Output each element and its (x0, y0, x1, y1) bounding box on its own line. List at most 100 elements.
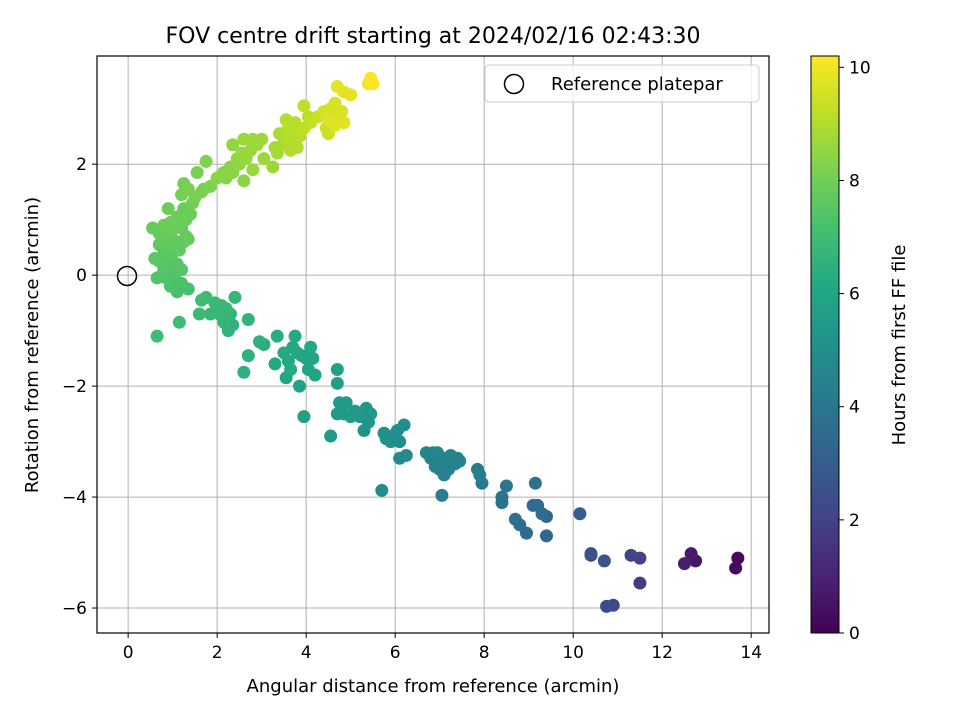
data-point (297, 410, 311, 424)
data-point (181, 232, 195, 246)
data-point (266, 160, 280, 174)
data-point (335, 104, 349, 118)
legend: Reference platepar (484, 64, 760, 103)
legend-label-reference-platepar: Reference platepar (551, 74, 723, 95)
data-point (677, 557, 691, 571)
x-tick-label: 14 (740, 643, 762, 663)
y-axis-ticks: −6 −4 −2 0 2 (62, 155, 97, 619)
data-point (292, 379, 306, 393)
data-point (393, 451, 407, 465)
data-point (157, 218, 171, 232)
data-point (453, 454, 467, 468)
colorbar-tick-label: 6 (849, 285, 860, 305)
y-tick-label: −4 (62, 488, 87, 508)
data-points (146, 71, 745, 613)
x-axis-ticks: 0 2 4 6 8 10 12 14 (123, 633, 762, 663)
data-point (241, 349, 255, 363)
data-point (257, 152, 271, 166)
data-point (203, 307, 217, 321)
data-point (161, 202, 175, 216)
colorbar-gradient (810, 55, 840, 634)
data-point (288, 329, 302, 343)
data-point (584, 547, 598, 561)
data-point (212, 307, 226, 321)
data-point (526, 498, 540, 512)
data-point (237, 132, 251, 146)
x-tick-label: 12 (651, 643, 673, 663)
data-point (304, 340, 318, 354)
colorbar-tick-label: 2 (849, 511, 860, 531)
x-tick-label: 8 (479, 643, 490, 663)
data-point (246, 163, 260, 177)
reference-platepar-marker (116, 265, 138, 287)
data-point (729, 561, 743, 575)
data-point (333, 396, 347, 410)
data-point (499, 479, 513, 493)
data-point (624, 548, 638, 562)
data-point (364, 71, 378, 85)
colorbar-ticks: 0 2 4 6 8 10 (839, 58, 871, 644)
legend-box (484, 64, 760, 103)
data-point (150, 271, 164, 285)
data-point (237, 365, 251, 379)
data-point (330, 362, 344, 376)
legend-marker (503, 73, 525, 95)
data-point (255, 132, 269, 146)
data-point (573, 507, 587, 521)
data-point (375, 483, 389, 497)
chart-title: FOV centre drift starting at 2024/02/16 … (166, 24, 701, 49)
colorbar-tick-label: 0 (849, 624, 860, 644)
x-tick-label: 4 (301, 643, 312, 663)
data-point (597, 554, 611, 568)
data-point (600, 599, 614, 613)
data-point (528, 476, 542, 490)
data-point (195, 293, 209, 307)
data-point (419, 446, 433, 460)
colorbar: 0 2 4 6 8 10 Hours from first FF file (810, 55, 910, 644)
data-point (192, 307, 206, 321)
data-point (241, 313, 255, 327)
data-point (148, 252, 162, 266)
x-tick-label: 10 (562, 643, 584, 663)
data-point (633, 576, 647, 590)
data-point (731, 551, 745, 565)
data-point (297, 99, 311, 113)
data-point (684, 547, 698, 561)
x-axis-label: Angular distance from reference (arcmin) (247, 676, 620, 697)
data-point (228, 290, 242, 304)
data-point (330, 376, 344, 390)
y-tick-label: −2 (62, 377, 87, 397)
data-point (471, 462, 485, 476)
data-point (150, 329, 164, 343)
data-point (170, 257, 184, 271)
data-point (308, 368, 322, 382)
data-point (226, 138, 240, 152)
data-point (183, 207, 197, 221)
data-point (435, 488, 449, 502)
data-point (168, 221, 182, 235)
colorbar-label: Hours from first FF file (889, 245, 910, 446)
data-point (495, 490, 509, 504)
data-point (508, 512, 522, 526)
data-point (357, 423, 371, 437)
data-point (270, 146, 284, 160)
data-point (252, 335, 266, 349)
y-tick-label: 2 (76, 155, 87, 175)
y-tick-label: −6 (62, 599, 87, 619)
data-point (268, 357, 282, 371)
data-point (377, 426, 391, 440)
x-tick-label: 0 (123, 643, 134, 663)
y-tick-label: 0 (76, 266, 87, 286)
data-point (324, 429, 338, 443)
data-point (337, 116, 351, 130)
data-point (215, 168, 229, 182)
data-point (190, 166, 204, 180)
data-point (270, 329, 284, 343)
plot-frame (96, 55, 770, 634)
data-point (172, 315, 186, 329)
data-point (344, 88, 358, 102)
data-point (290, 141, 304, 155)
data-point (330, 407, 344, 421)
x-tick-label: 6 (390, 643, 401, 663)
